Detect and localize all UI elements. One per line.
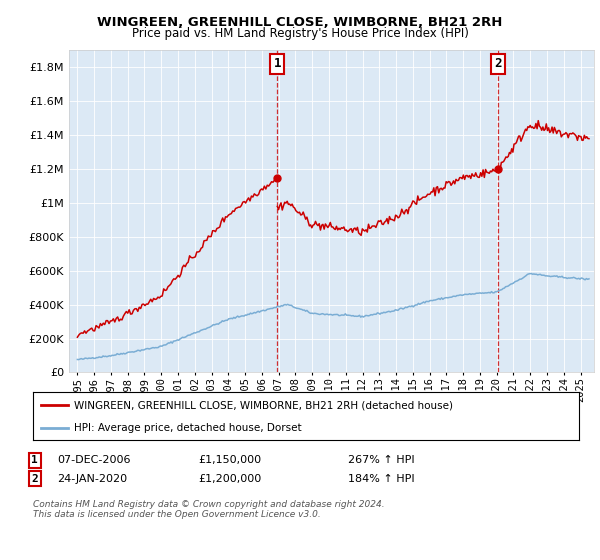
Text: 24-JAN-2020: 24-JAN-2020	[57, 474, 127, 484]
Text: 2: 2	[31, 474, 38, 484]
Text: 1: 1	[31, 455, 38, 465]
Text: Price paid vs. HM Land Registry's House Price Index (HPI): Price paid vs. HM Land Registry's House …	[131, 27, 469, 40]
Text: 184% ↑ HPI: 184% ↑ HPI	[348, 474, 415, 484]
Text: WINGREEN, GREENHILL CLOSE, WIMBORNE, BH21 2RH (detached house): WINGREEN, GREENHILL CLOSE, WIMBORNE, BH2…	[74, 400, 453, 410]
Text: 1: 1	[274, 58, 281, 71]
Text: WINGREEN, GREENHILL CLOSE, WIMBORNE, BH21 2RH: WINGREEN, GREENHILL CLOSE, WIMBORNE, BH2…	[97, 16, 503, 29]
Text: 2: 2	[494, 58, 502, 71]
Text: HPI: Average price, detached house, Dorset: HPI: Average price, detached house, Dors…	[74, 423, 302, 433]
Text: £1,150,000: £1,150,000	[198, 455, 261, 465]
Text: 267% ↑ HPI: 267% ↑ HPI	[348, 455, 415, 465]
Text: 07-DEC-2006: 07-DEC-2006	[57, 455, 131, 465]
Text: £1,200,000: £1,200,000	[198, 474, 261, 484]
Text: Contains HM Land Registry data © Crown copyright and database right 2024.
This d: Contains HM Land Registry data © Crown c…	[33, 500, 385, 519]
